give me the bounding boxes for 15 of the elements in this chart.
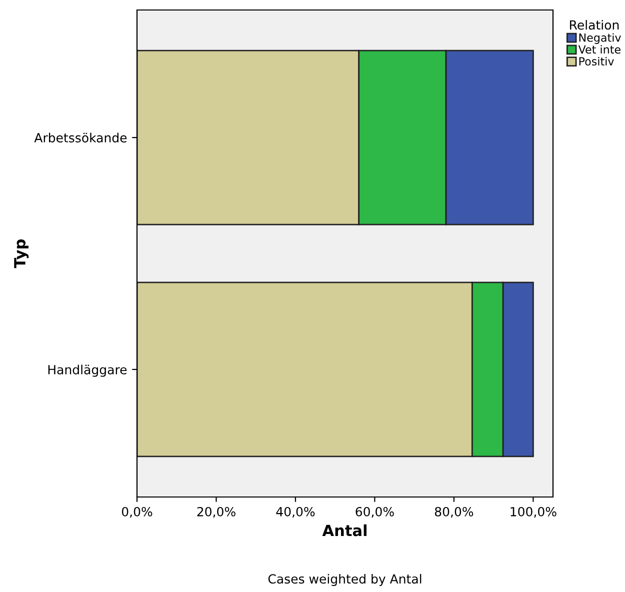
x-tick-label: 40,0%: [276, 506, 315, 518]
x-tick-label: 20,0%: [197, 506, 236, 518]
y-tick-label: Arbetssökande: [34, 132, 127, 142]
legend-label: Negativ: [579, 33, 621, 44]
x-axis-title: Antal: [322, 524, 366, 536]
y-tick-label: Handläggare: [48, 364, 127, 377]
legend-title: Relation: [570, 20, 619, 30]
y-axis-title: Typ: [14, 239, 29, 268]
x-tick-label: 80,0%: [434, 506, 474, 518]
x-tick-label: 100,0%: [510, 506, 556, 518]
x-tick-label: 0,0%: [122, 506, 152, 518]
legend-label: Vet inte: [578, 45, 620, 54]
legend-label: Positiv: [579, 56, 614, 66]
x-tick-label: 60,0%: [356, 506, 394, 518]
text: Cases weighted by Antal: [268, 574, 422, 586]
